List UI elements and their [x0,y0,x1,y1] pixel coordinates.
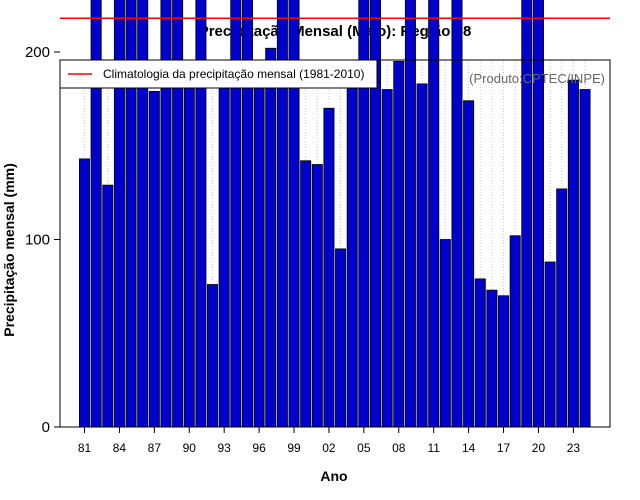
y-tick-label: 200 [25,44,50,61]
bar-97 [265,47,277,428]
x-tick-label: 81 [78,441,92,455]
chart-title: Precipitação Mensal (Maio): Região 28 [199,23,472,40]
bar-22 [556,188,568,428]
bar-93 [218,81,230,428]
x-tick-label: 14 [462,441,476,455]
bar-18 [509,235,521,428]
y-tick-label: 100 [25,232,50,249]
bar-14 [463,100,475,428]
bar-19 [521,0,533,428]
legend: Climatologia da precipitação mensal (198… [59,59,378,89]
x-tick-label: 11 [427,441,440,455]
bar-04 [346,79,358,428]
bar-90 [183,66,195,428]
bar-07 [381,89,393,428]
product-credit: (Produto:CPTEC/INPE) [469,71,605,86]
bar-09 [404,0,416,428]
bar-21 [544,261,556,428]
legend-box [59,59,378,89]
bar-81 [79,158,91,428]
x-tick-label: 02 [322,441,336,455]
y-axis: 0100200300 [25,44,60,436]
bar-83 [102,184,114,428]
bar-16 [486,289,498,428]
bar-08 [393,60,405,428]
bar-20 [532,0,544,428]
x-tick-label: 23 [567,441,581,455]
bar-11 [428,0,440,428]
bar-00 [300,160,312,428]
x-tick-label: 17 [497,441,511,455]
x-tick-label: 96 [252,441,266,455]
x-tick-label: 87 [148,441,162,455]
bar-87 [148,90,160,428]
x-axis: 81 84 87 90 93 96 99 02 05 08 11 14 17 20 23 [78,427,581,455]
x-tick-label: 20 [532,441,546,455]
x-tick-label: 05 [357,441,371,455]
bar-02 [323,107,335,428]
bar-10 [416,83,428,428]
bar-24 [579,89,591,428]
bars-group [79,0,591,428]
bar-13 [451,0,463,428]
bar-03 [335,248,347,428]
bar-17 [498,295,510,428]
x-axis-label: Ano [320,468,347,484]
bar-12 [439,239,451,428]
bar-15 [474,278,486,428]
y-tick-label: 0 [42,419,50,436]
legend-label: Climatologia da precipitação mensal (198… [103,67,364,81]
x-tick-label: 84 [113,441,127,455]
bar-23 [567,79,579,428]
x-tick-label: 08 [392,441,406,455]
bar-92 [207,284,219,428]
x-tick-label: 93 [218,441,232,455]
y-axis-label: Precipitação mensal (mm) [1,163,17,337]
x-tick-label: 99 [287,441,301,455]
bar-96 [253,77,265,428]
bar-01 [311,164,323,428]
x-tick-label: 90 [183,441,197,455]
